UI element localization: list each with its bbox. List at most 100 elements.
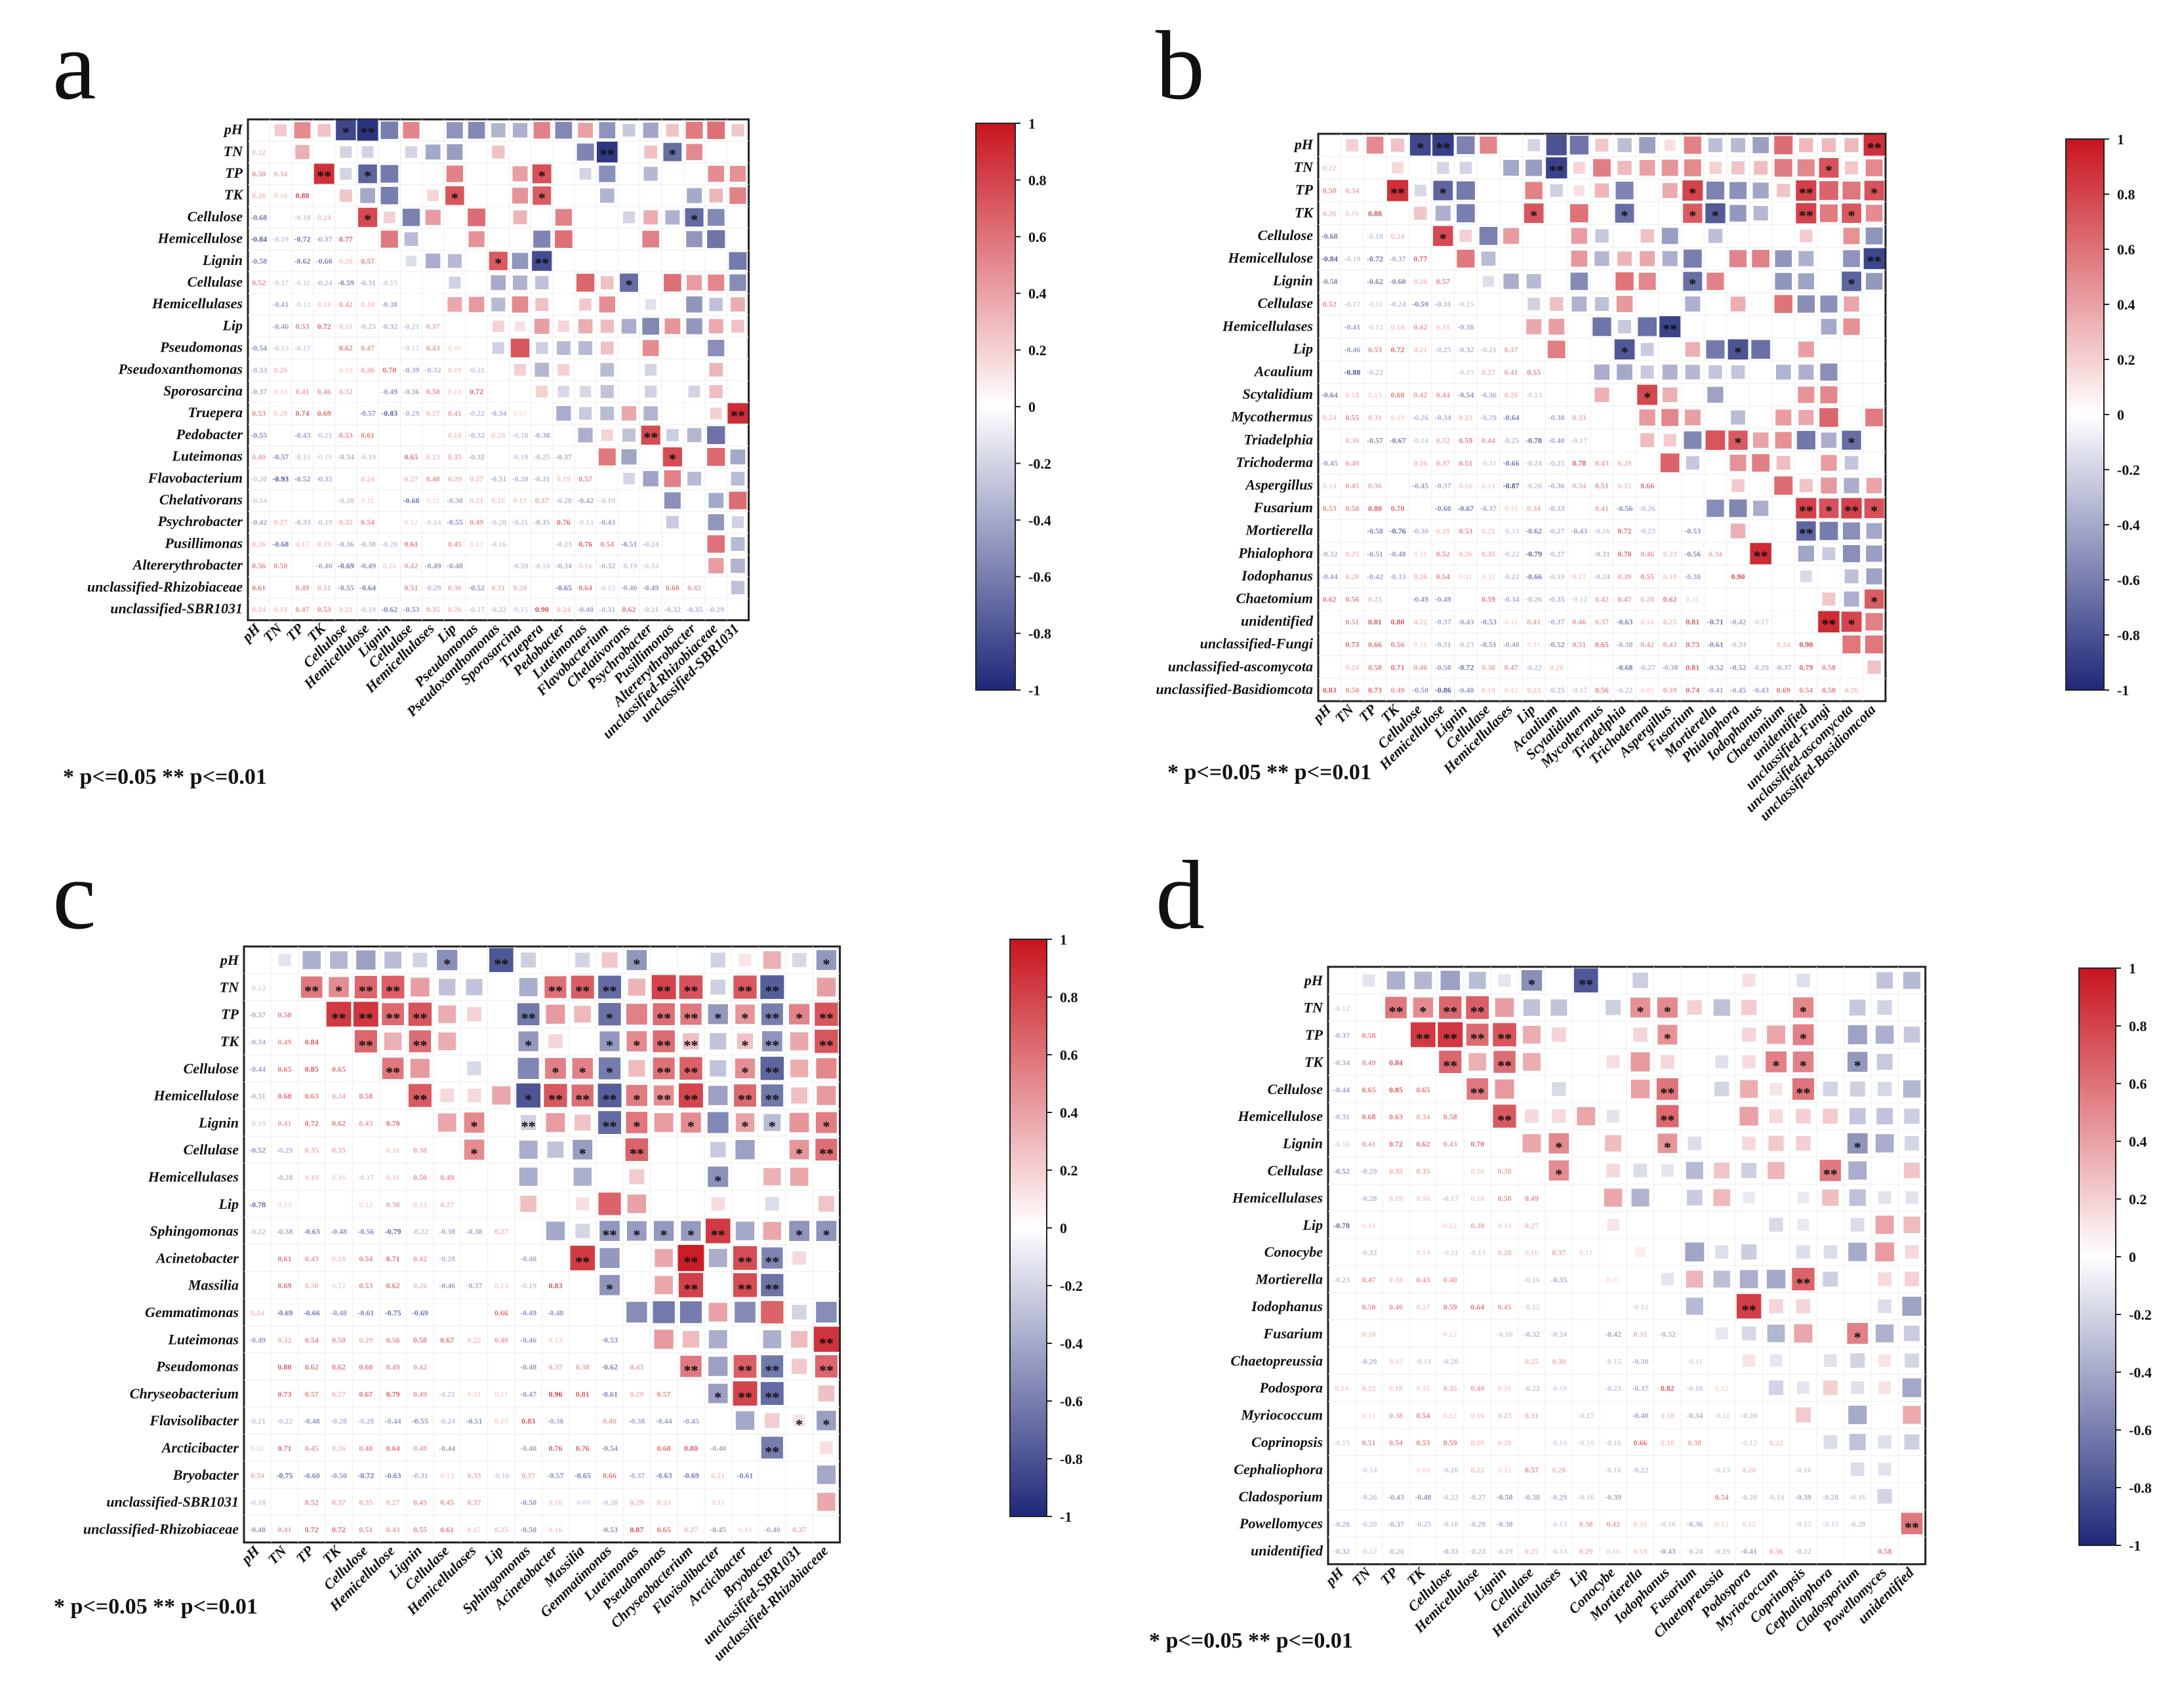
cell-value: 0.87 (630, 1525, 643, 1534)
correlation-square (1433, 226, 1453, 246)
correlation-square (382, 1057, 404, 1080)
cell-value: -0.38 (547, 1417, 563, 1426)
correlation-square (686, 318, 702, 335)
cell-value: -0.62 (381, 605, 397, 614)
cell-value: -0.48 (547, 1309, 563, 1318)
correlation-square (1685, 1297, 1703, 1315)
cell-value: -0.38 (628, 1417, 645, 1426)
cell-value: -0.32 (468, 430, 485, 439)
colorbar-tick-label: -1 (2117, 682, 2129, 699)
correlation-square (295, 145, 310, 159)
cell-value: 0.24 (1345, 662, 1359, 672)
correlation-square (1875, 1242, 1895, 1262)
cell-value: 0.53 (359, 1281, 373, 1290)
cell-value: 0.66 (1640, 481, 1654, 490)
correlation-square (820, 1441, 833, 1454)
row-label: unclassified-Basidiomcota (1156, 681, 1313, 697)
cell-value: 0.14 (1323, 481, 1337, 490)
cell-value: 0.62 (1663, 594, 1677, 603)
cell-value: -0.25 (1548, 458, 1565, 468)
correlation-square (626, 1112, 648, 1133)
correlation-square (792, 952, 807, 967)
row-label: unclassified-Fungi (1200, 636, 1314, 652)
correlation-square (1822, 547, 1836, 560)
cell-value: 0.15 (1504, 685, 1518, 695)
correlation-square (1727, 339, 1748, 360)
correlation-square (654, 1113, 674, 1132)
cell-value: -0.09 (575, 1498, 591, 1507)
cell-value: -0.79 (385, 1227, 401, 1236)
correlation-square (1503, 159, 1520, 176)
correlation-square (1706, 499, 1724, 518)
cell-value: -0.19 (359, 605, 376, 614)
cell-value: 0.40 (603, 1417, 616, 1426)
row-label: Bryobacter (172, 1467, 239, 1483)
cell-value: -0.37 (1548, 617, 1565, 626)
correlation-square (729, 165, 746, 182)
colorbar-tick-label: 0.4 (1060, 1105, 1078, 1121)
cell-value: -0.15 (381, 278, 397, 287)
correlation-square (467, 1061, 481, 1076)
correlation-square (1796, 1299, 1811, 1314)
cell-value: 0.52 (1323, 300, 1337, 309)
significance-mark: * (822, 956, 830, 972)
cell-value: -0.34 (1503, 594, 1520, 603)
correlation-square (1875, 1215, 1894, 1234)
correlation-square (491, 297, 506, 312)
cell-value: 0.18 (1389, 1275, 1403, 1284)
significance-note: * p<=0.05 ** p<=0.01 (54, 1595, 258, 1619)
column-label: TP (1377, 1564, 1401, 1588)
correlation-square (643, 167, 658, 181)
cell-value: 0.12 (1498, 1465, 1512, 1474)
cell-value: 0.13 (1391, 413, 1405, 422)
cell-value: -0.52 (1707, 662, 1724, 672)
correlation-square (512, 166, 528, 182)
cell-value: -0.16 (490, 539, 506, 548)
correlation-square (1728, 430, 1748, 450)
cell-value: -0.15 (1795, 1520, 1811, 1529)
cell-value: 0.57 (578, 474, 592, 483)
cell-value: 0.31 (1525, 1411, 1539, 1420)
row-label: Massilia (188, 1277, 239, 1293)
correlation-square (792, 1305, 807, 1320)
correlation-square (340, 168, 352, 180)
correlation-square (1729, 499, 1747, 518)
correlation-square (1527, 298, 1541, 310)
correlation-square (791, 1087, 807, 1104)
correlation-square (1657, 1078, 1678, 1100)
correlation-square (1865, 159, 1883, 176)
cell-value: -0.61 (1707, 640, 1724, 649)
cell-value: 0.27 (332, 1389, 346, 1398)
cell-value: -0.68 (272, 539, 289, 548)
cell-value: 0.25 (1368, 594, 1382, 603)
colorbar-tick-label: -0.4 (2117, 517, 2140, 533)
correlation-square (1614, 339, 1635, 360)
cell-value: 0.41 (1595, 504, 1609, 513)
correlation-square (626, 950, 647, 970)
correlation-square (1687, 1136, 1702, 1150)
cell-value: 0.11 (468, 1389, 481, 1398)
cell-value: -0.37 (466, 1281, 483, 1290)
cell-value: 0.76 (548, 1444, 562, 1453)
correlation-square (738, 954, 752, 966)
cell-value: -0.31 (490, 474, 506, 483)
heatmap-frame (247, 118, 750, 622)
correlation-square (729, 187, 746, 204)
correlation-square (1753, 206, 1768, 221)
row-label: Lip (218, 1196, 239, 1212)
correlation-square (440, 1088, 454, 1103)
correlation-square (729, 491, 747, 510)
correlation-square (761, 1084, 784, 1107)
cell-value: 0.47 (361, 344, 374, 353)
correlation-square (512, 296, 529, 313)
significance-mark: ** (683, 1280, 698, 1297)
correlation-square (575, 952, 590, 967)
cell-value: -0.63 (1617, 617, 1633, 626)
correlation-square (1841, 498, 1862, 519)
correlation-square (1800, 570, 1812, 582)
correlation-square (731, 537, 745, 551)
cell-value: 0.36 (448, 583, 462, 592)
row-label: Scytalidium (1242, 386, 1313, 402)
correlation-square (1522, 1025, 1541, 1044)
correlation-square (1552, 1082, 1566, 1096)
